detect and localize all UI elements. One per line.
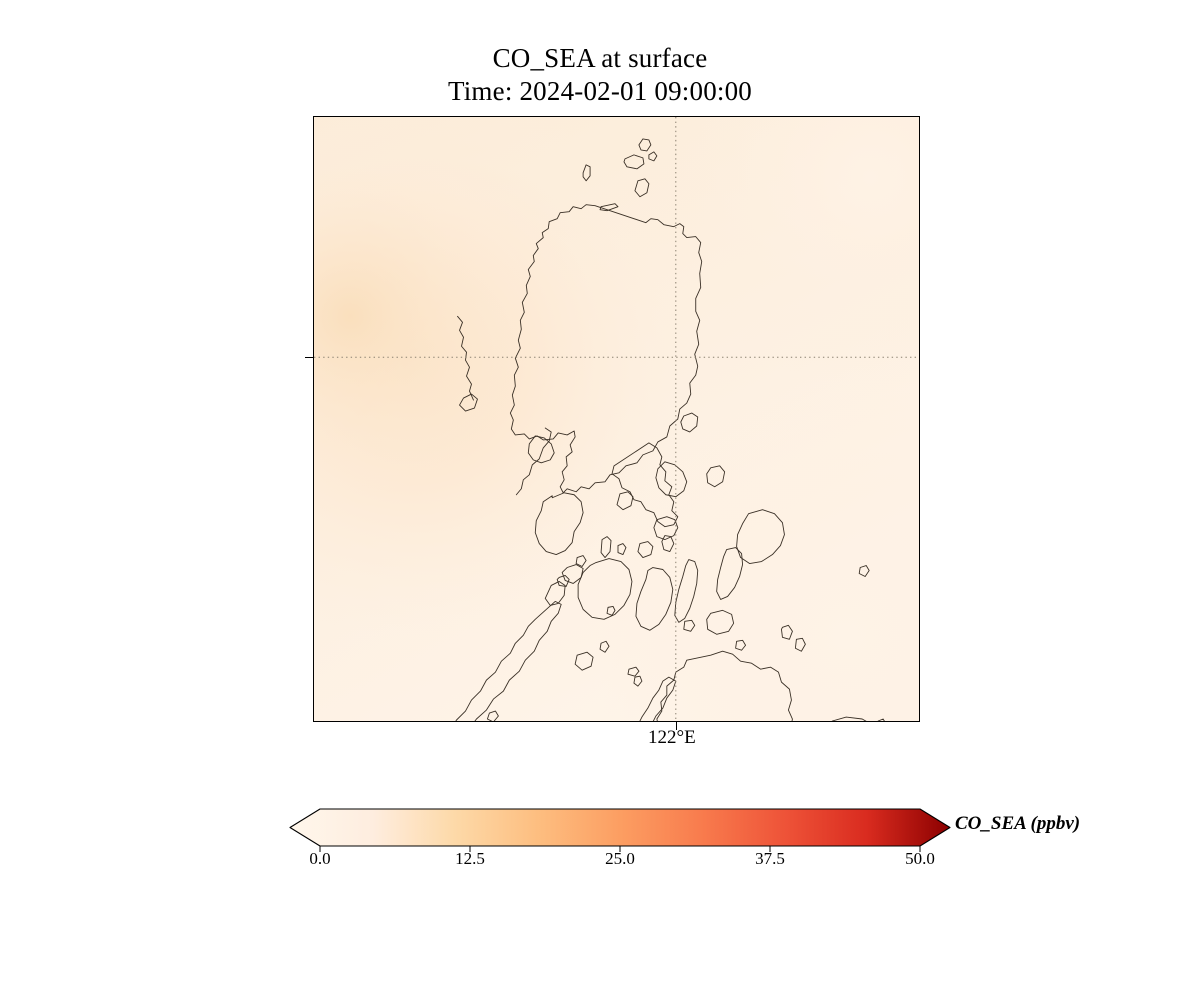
coast-marinduque	[616, 491, 634, 511]
tick-mark-lon-122e	[676, 722, 677, 730]
coast-luzon-west-detail	[457, 315, 474, 401]
coast-sibuyan	[637, 541, 654, 558]
colorbar-tick-label-0: 0.0	[309, 849, 331, 868]
axis-label-longitude-122e: 122°E	[648, 727, 696, 748]
coast-babuyan-1	[623, 154, 645, 170]
coast-palawan-north	[544, 581, 566, 606]
title-line-variable: CO_SEA at surface	[492, 43, 708, 73]
coast-small-isle-2	[606, 605, 616, 616]
coast-siargao	[794, 637, 806, 652]
co-sea-field-raster	[314, 117, 919, 721]
colorbar-tick-label-4: 50.0	[905, 849, 935, 868]
title-line-time: Time: 2024-02-01 09:00:00	[447, 75, 753, 106]
coast-bohol	[706, 609, 735, 635]
coast-luzon-southeast	[655, 461, 688, 498]
coast-islet-east-2	[877, 718, 885, 721]
coast-cagayancillo	[633, 675, 643, 687]
coast-camiguin	[735, 639, 747, 651]
coast-cuyo	[599, 640, 610, 653]
coast-fuga	[648, 151, 658, 162]
coast-romblon	[617, 543, 627, 555]
coast-samar	[736, 509, 785, 564]
figure-title: CO_SEA at surface Time: 2024-02-01 09:00…	[0, 42, 1200, 108]
colorbar-gradient-bar[interactable]	[289, 808, 951, 847]
coast-palawan	[455, 600, 562, 721]
tick-mark-lat-16n	[305, 357, 313, 358]
coast-bicol	[611, 442, 679, 528]
coast-dumaran	[574, 651, 594, 671]
coast-manila-bay	[527, 435, 555, 464]
coast-lingayen	[459, 393, 478, 412]
coast-dinagat	[781, 624, 793, 640]
coast-luzon	[509, 204, 703, 494]
coast-cebu	[674, 559, 699, 623]
coast-mindoro	[534, 492, 584, 555]
coast-panay	[577, 558, 633, 620]
coast-indonesia-corner	[831, 716, 867, 721]
coast-catanduanes	[706, 465, 726, 488]
map-plot-area[interactable]	[313, 116, 920, 722]
coast-negros	[635, 567, 674, 631]
colorbar-tick-label-2: 25.0	[605, 849, 635, 868]
coast-calayan	[634, 178, 650, 198]
colorbar-tick-label-3: 37.5	[755, 849, 785, 868]
colorbar-tick-label-1: 12.5	[455, 849, 485, 868]
coast-mindanao	[656, 650, 793, 721]
coast-batanes	[638, 138, 652, 152]
coast-siquijor	[683, 619, 696, 632]
coast-tablas	[600, 536, 612, 558]
coast-polillo	[680, 412, 699, 433]
colorbar-axis-label: CO_SEA (ppbv)	[955, 813, 1081, 834]
coast-busuanga	[561, 564, 584, 584]
coast-small-isle-3	[627, 666, 640, 677]
coastline-overlay	[455, 138, 885, 721]
graticule-overlay	[314, 117, 919, 721]
coast-babuyan-3	[599, 203, 619, 212]
coast-bataan	[515, 427, 552, 496]
coast-islet-east-1	[858, 565, 870, 577]
coast-masbate-tail	[661, 535, 675, 553]
coast-zamboanga	[639, 676, 677, 721]
coast-babuyan-2	[582, 164, 591, 182]
coast-culion	[556, 575, 570, 587]
coast-small-isle-1	[575, 555, 587, 567]
coast-leyte	[716, 547, 744, 600]
coast-palawan-islet	[486, 710, 499, 721]
coast-masbate	[653, 516, 679, 541]
